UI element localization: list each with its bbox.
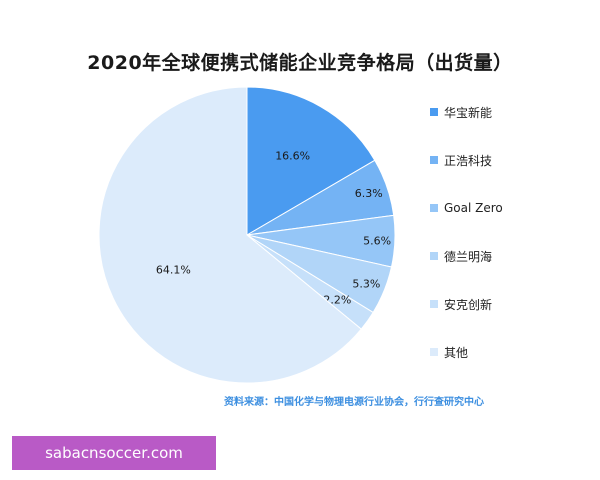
chart-title: 2020年全球便携式储能企业竞争格局（出货量） xyxy=(87,52,513,74)
legend-label: 其他 xyxy=(444,345,469,360)
slice-value-label: 16.6% xyxy=(275,149,310,162)
pie-slice xyxy=(246,86,376,236)
watermark-link[interactable]: sabacnsoccer.com xyxy=(12,436,216,470)
legend-swatch xyxy=(430,252,438,260)
legend-label: Goal Zero xyxy=(444,201,503,215)
legend-swatch xyxy=(430,108,438,116)
slice-value-label: 5.6% xyxy=(363,235,391,248)
pie-slice xyxy=(98,86,362,384)
slice-value-label: 64.1% xyxy=(156,264,191,277)
legend-item: 华宝新能 xyxy=(430,104,580,120)
chart-legend: 华宝新能 正浩科技 Goal Zero 德兰明海 安克创新 其他 xyxy=(430,104,580,392)
legend-label: 华宝新能 xyxy=(444,105,493,120)
legend-swatch xyxy=(430,156,438,164)
legend-item: 德兰明海 xyxy=(430,248,580,264)
slice-value-label: 6.3% xyxy=(355,187,383,200)
legend-label: 正浩科技 xyxy=(444,153,493,168)
legend-item: Goal Zero xyxy=(430,200,580,216)
legend-label: 德兰明海 xyxy=(444,249,493,264)
legend-item: 其他 xyxy=(430,344,580,360)
source-note: 资料来源：中国化学与物理电源行业协会，行行查研究中心 xyxy=(224,397,484,408)
legend-item: 安克创新 xyxy=(430,296,580,312)
legend-swatch xyxy=(430,300,438,308)
slice-value-label: 5.3% xyxy=(352,277,380,290)
legend-item: 正浩科技 xyxy=(430,152,580,168)
legend-label: 安克创新 xyxy=(444,297,493,312)
legend-swatch xyxy=(430,348,438,356)
legend-swatch xyxy=(430,204,438,212)
